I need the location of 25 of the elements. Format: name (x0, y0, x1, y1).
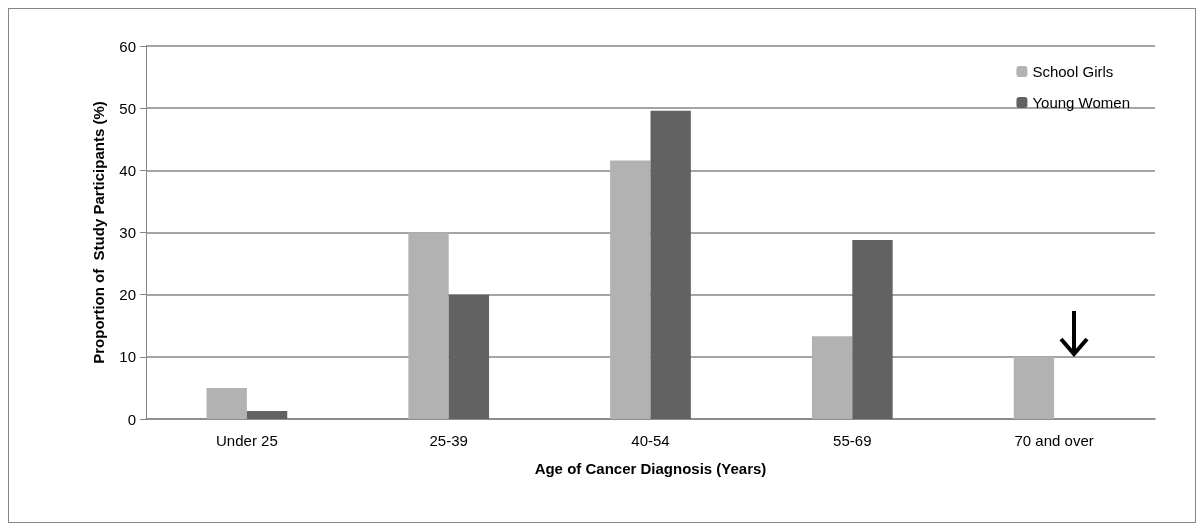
x-tick-label: 40-54 (631, 432, 670, 449)
x-tick-label: 25-39 (429, 432, 468, 449)
bar (1013, 356, 1055, 419)
x-tick-label: Under 25 (216, 432, 278, 449)
bar (408, 232, 449, 419)
legend-label: Young Women (1032, 94, 1130, 111)
y-tick-label: 50 (119, 99, 136, 117)
bar (206, 387, 247, 419)
y-tick-label: 40 (119, 161, 136, 179)
y-tick-label: 10 (119, 348, 136, 366)
y-axis-title: Proportion of Study Participants (%) (90, 101, 107, 364)
bar (811, 336, 853, 419)
bar (246, 410, 288, 419)
bar (852, 239, 893, 419)
x-axis-title: Age of Cancer Diagnosis (Years) (534, 460, 767, 477)
y-tick-label: 20 (119, 286, 136, 304)
y-tick-label: 60 (119, 37, 136, 55)
y-tick-label: 0 (127, 410, 136, 428)
y-tick-label: 30 (119, 224, 136, 241)
bar (650, 110, 691, 419)
x-tick-label: 55-69 (833, 432, 872, 449)
x-tick-label: 70 and over (1014, 432, 1094, 449)
bar (610, 160, 651, 419)
legend-label: School Girls (1032, 63, 1114, 80)
bar (448, 294, 490, 419)
